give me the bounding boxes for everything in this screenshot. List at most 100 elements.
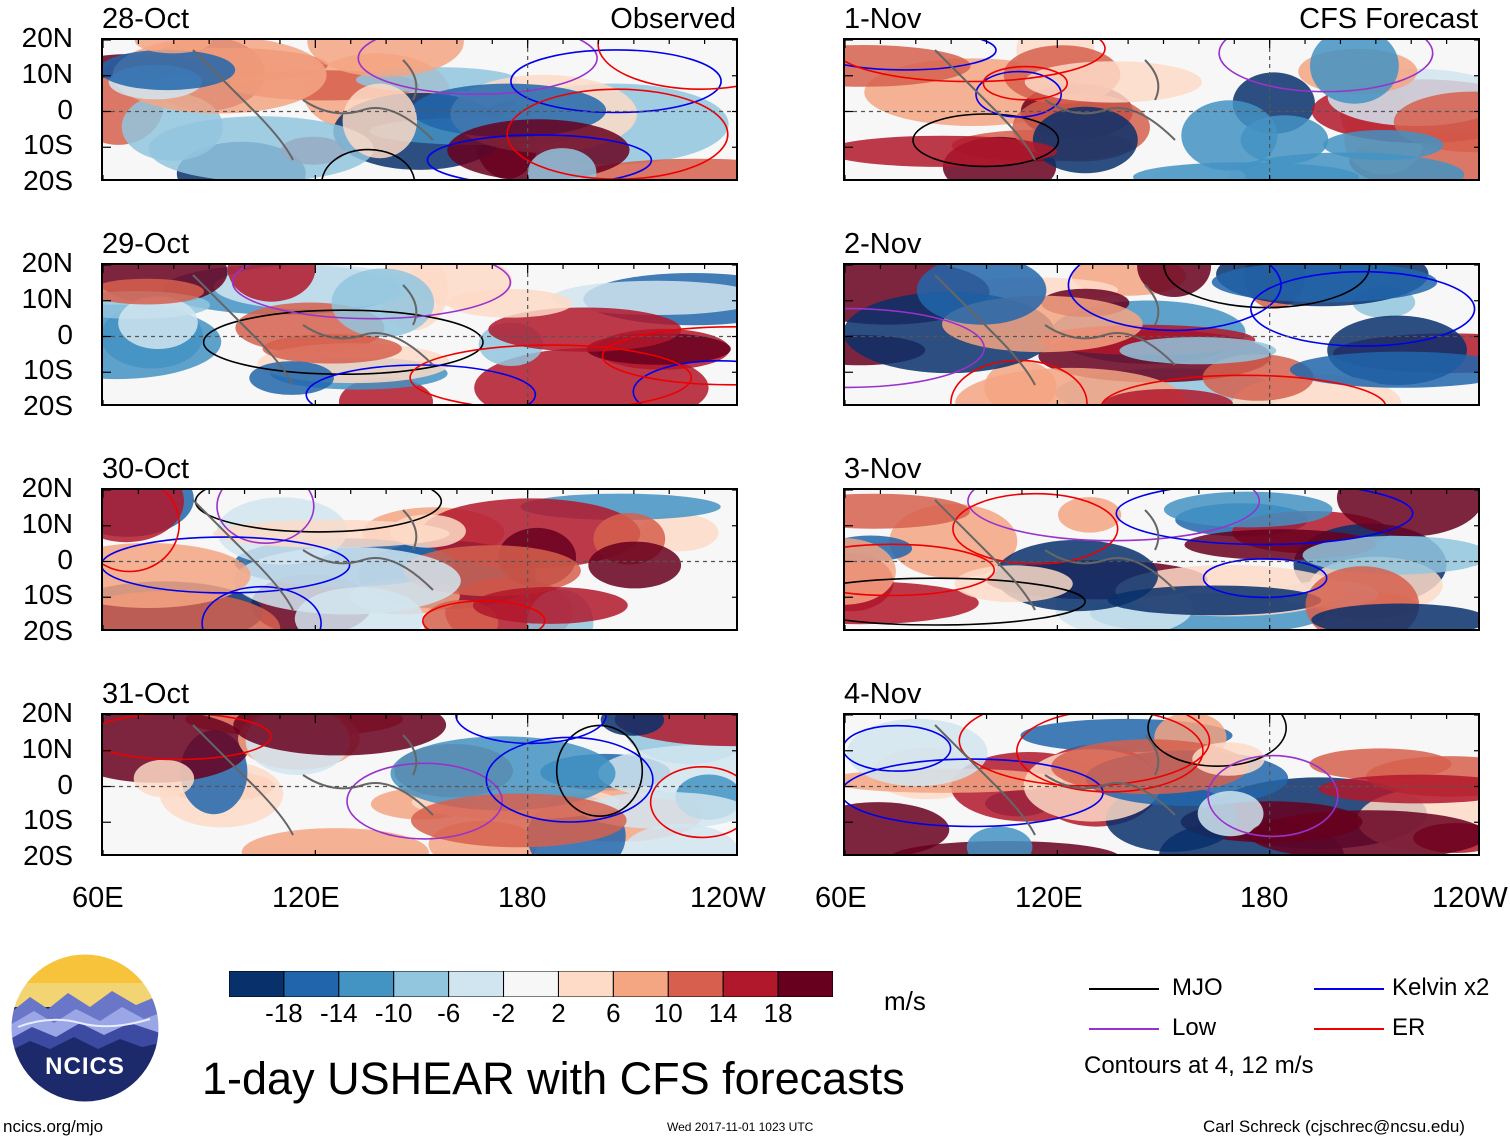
y-tick-label: 20N — [21, 697, 73, 728]
negative-anomaly — [847, 718, 988, 787]
low-contour — [231, 265, 512, 320]
kelvin-contour — [485, 736, 654, 823]
negative-anomaly — [622, 823, 736, 854]
positive-anomaly — [845, 135, 1058, 167]
x-tick-label: 60E — [815, 882, 867, 914]
negative-anomaly — [916, 265, 1047, 325]
coastline — [934, 274, 1176, 386]
mjo-contour — [1147, 715, 1287, 767]
x-tick-label: 120W — [690, 882, 766, 914]
positive-anomaly — [103, 715, 250, 783]
colorbar-swatch — [667, 970, 724, 998]
y-tick-label: 10N — [21, 732, 73, 764]
low-contour — [357, 40, 598, 95]
y-tick-label: 10N — [21, 57, 73, 89]
negative-anomaly — [331, 268, 435, 338]
shear-map — [101, 38, 738, 181]
footer-timestamp: Wed 2017-11-01 1023 UTC — [667, 1120, 814, 1134]
colorbar-swatch — [448, 970, 505, 998]
coastline — [192, 49, 434, 161]
shear-map — [843, 38, 1480, 181]
negative-anomaly — [1163, 491, 1333, 528]
coastline — [934, 724, 1176, 836]
positive-anomaly — [845, 538, 896, 605]
shear-field — [103, 715, 736, 854]
er-contour — [649, 766, 736, 839]
positive-anomaly — [342, 83, 417, 159]
low-contour — [216, 490, 315, 544]
negative-anomaly — [249, 361, 334, 395]
coastline — [934, 499, 1176, 611]
kelvin-contour — [455, 715, 607, 745]
mjo-contour — [912, 113, 1060, 168]
kelvin-contour — [845, 758, 1104, 828]
positive-anomaly — [1336, 490, 1478, 537]
shear-field — [845, 490, 1478, 629]
positive-anomaly — [1103, 389, 1234, 404]
legend-label-low: Low — [1172, 1014, 1217, 1041]
colorbar-swatch — [722, 970, 779, 998]
y-tick-label: 20N — [21, 22, 73, 53]
y-tick-label: 20S — [23, 615, 73, 646]
low-contour — [1207, 754, 1339, 838]
er-contour — [409, 344, 693, 404]
negative-anomaly — [148, 116, 374, 179]
footer-url[interactable]: ncics.org/mjo — [3, 1117, 104, 1136]
positive-anomaly — [103, 278, 204, 305]
er-contour — [1101, 374, 1387, 404]
positive-anomaly — [103, 490, 184, 543]
x-tick-label: 60E — [72, 882, 124, 914]
mjo-contour — [555, 724, 644, 818]
kelvin-contour — [975, 70, 1062, 118]
negative-anomaly — [600, 715, 665, 736]
er-contour — [601, 326, 736, 386]
x-tick-label: 120E — [1015, 882, 1083, 914]
x-tick-label: 120E — [272, 882, 340, 914]
mjo-contour — [321, 148, 416, 179]
shear-map — [843, 713, 1480, 856]
x-tick-label: 180 — [1240, 882, 1289, 914]
kelvin-contour — [201, 585, 322, 629]
negative-anomaly — [1032, 106, 1138, 174]
positive-anomaly — [103, 543, 251, 608]
colorbar-tick-label: -10 — [374, 998, 413, 1028]
kelvin-contour — [845, 40, 997, 71]
positive-anomaly — [233, 715, 447, 756]
er-contour — [845, 40, 1106, 83]
coastline — [192, 499, 434, 611]
negative-anomaly — [1323, 130, 1444, 161]
positive-anomaly — [488, 307, 682, 352]
negative-anomaly — [1289, 351, 1478, 388]
panel-date: 28-Oct — [102, 3, 190, 35]
shear-field — [845, 40, 1478, 179]
contour-note: Contours at 4, 12 m/s — [1084, 1052, 1314, 1079]
colorbar-tick-label: -2 — [491, 998, 516, 1028]
legend-line-kelvin — [1314, 988, 1384, 990]
cfs-forecast-column-label: CFS Forecast — [1299, 3, 1478, 35]
positive-anomaly — [1249, 810, 1478, 854]
shear-map — [843, 263, 1480, 406]
x-tick-label: 120W — [1432, 882, 1508, 914]
y-tick-label: 10N — [21, 507, 73, 539]
shear-field — [845, 265, 1478, 404]
y-tick-label: 20S — [23, 840, 73, 871]
y-tick-label: 20S — [23, 165, 73, 196]
colorbar-tick-label: 18 — [763, 998, 793, 1028]
negative-anomaly — [552, 280, 736, 315]
er-contour — [845, 543, 996, 597]
positive-anomaly — [262, 334, 402, 364]
negative-anomaly — [294, 587, 424, 629]
colorbar-tick-label: 6 — [606, 998, 621, 1028]
positive-anomaly — [1318, 774, 1478, 804]
er-contour — [958, 715, 1211, 787]
colorbar-swatch — [338, 970, 395, 998]
kelvin-contour — [632, 360, 736, 404]
figure-title: 1-day USHEAR with CFS forecasts — [202, 1053, 905, 1104]
colorbar-tick-label: 2 — [551, 998, 566, 1028]
positive-anomaly — [472, 586, 628, 624]
y-tick-label: 10S — [23, 579, 73, 611]
colorbar-tick-label: 14 — [708, 998, 738, 1028]
shear-field — [845, 715, 1478, 854]
positive-anomaly — [1058, 497, 1122, 533]
shear-map — [101, 263, 738, 406]
